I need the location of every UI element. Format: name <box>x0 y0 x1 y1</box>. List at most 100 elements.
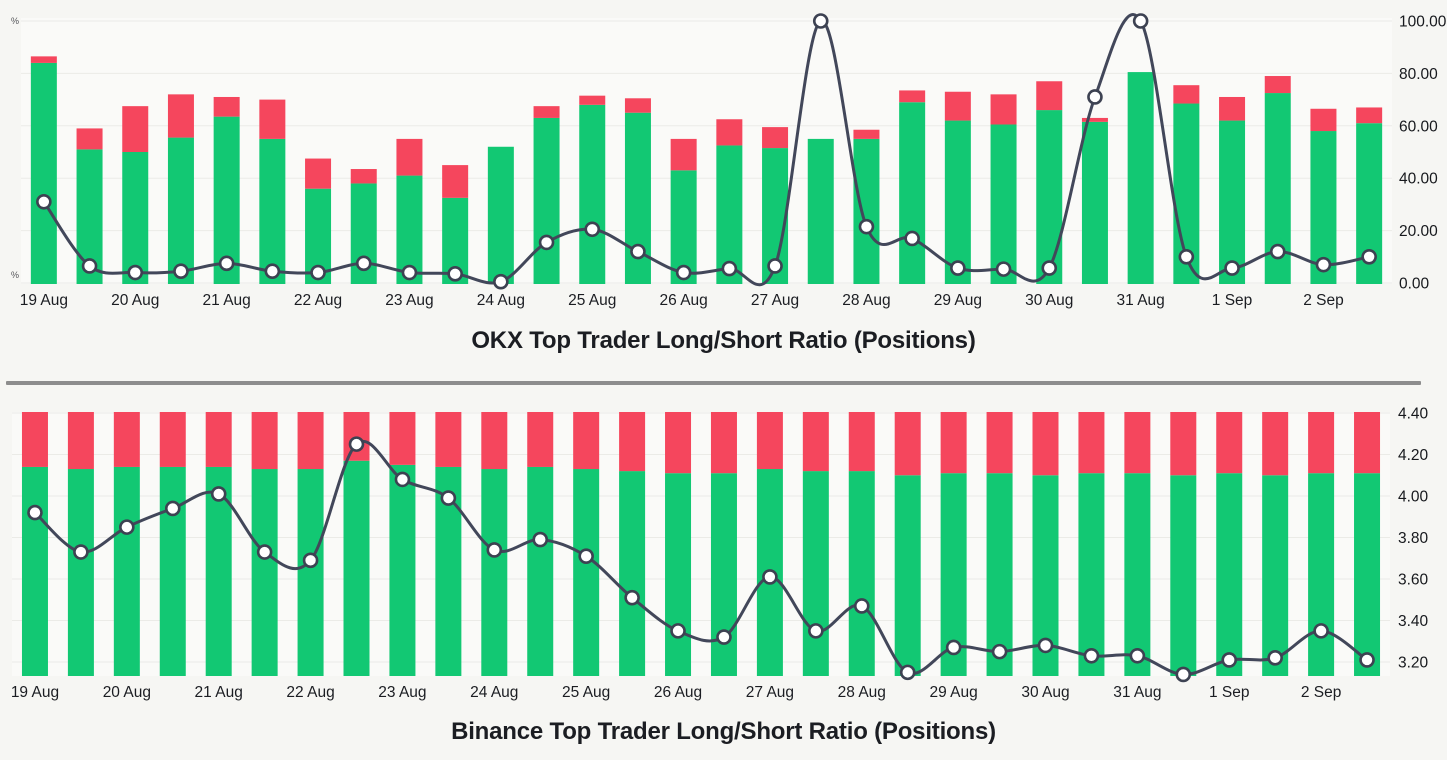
ratio-line-marker <box>1224 260 1240 276</box>
ratio-line-marker <box>1087 89 1103 105</box>
bar-short <box>853 129 880 139</box>
ratio-line-marker <box>1361 248 1377 265</box>
ratio-line-marker <box>164 500 181 517</box>
ratio-line-marker <box>995 261 1012 277</box>
ratio-line-marker <box>578 548 594 564</box>
bar-short <box>305 158 332 189</box>
ratio-line-marker <box>675 264 692 281</box>
ratio-line-marker <box>721 260 738 277</box>
bar-long <box>1308 473 1335 676</box>
x-axis-date-label: 2 Sep <box>1301 684 1342 701</box>
bar-short <box>297 412 324 470</box>
ratio-line-marker <box>899 664 916 681</box>
bar-long <box>113 466 140 676</box>
ratio-line-marker <box>81 258 98 274</box>
x-axis-date-label: 28 Aug <box>842 292 890 309</box>
x-axis-date-label: 27 Aug <box>751 292 799 309</box>
binance-chart-title: Binance Top Trader Long/Short Ratio (Pos… <box>451 718 996 745</box>
ratio-line-marker <box>310 264 326 281</box>
bar-long <box>30 62 57 284</box>
bar-long <box>1216 473 1243 676</box>
ratio-line-marker <box>355 255 372 272</box>
x-axis-date-label: 26 Aug <box>660 292 708 309</box>
x-axis-date-label: 21 Aug <box>203 292 251 309</box>
bar-short <box>1170 412 1197 476</box>
plot-background <box>12 412 1390 676</box>
bar-short <box>21 412 48 467</box>
bar-long <box>487 146 514 284</box>
bar-short <box>259 99 286 139</box>
y-axis-tick-label: 100.00 <box>1399 14 1447 31</box>
ratio-line-marker <box>210 486 227 502</box>
ratio-line-marker <box>401 264 418 281</box>
bar-long <box>343 460 370 676</box>
ratio-line-marker <box>904 230 920 247</box>
x-axis-date-label: 21 Aug <box>195 684 243 701</box>
bar-long <box>1078 473 1105 676</box>
bar-short <box>213 96 240 117</box>
bar-short <box>1032 412 1059 476</box>
bar-long <box>21 466 48 676</box>
bar-short <box>76 128 103 150</box>
bar-short <box>350 169 377 184</box>
y-axis-tick-label: 4.40 <box>1398 406 1429 423</box>
bar-short <box>1264 76 1291 94</box>
ratio-line-marker <box>27 504 43 521</box>
bar-long <box>1219 120 1246 284</box>
bar-short <box>113 412 140 467</box>
bar-long <box>251 469 278 676</box>
bar-long <box>533 117 560 284</box>
bar-short <box>1310 108 1337 132</box>
ratio-line-marker <box>945 639 962 656</box>
bar-short <box>442 165 469 198</box>
y-axis-tick-label: 40.00 <box>1399 171 1438 188</box>
x-axis-date-label: 27 Aug <box>746 684 794 701</box>
x-axis-date-label: 31 Aug <box>1117 292 1165 309</box>
ratio-line-marker <box>173 263 189 280</box>
bar-short <box>894 412 921 476</box>
bar-long <box>1354 473 1381 676</box>
x-axis-date-label: 2 Sep <box>1303 292 1344 309</box>
bar-short <box>1262 412 1289 476</box>
bar-short <box>665 412 692 474</box>
ratio-line-marker <box>1129 647 1146 664</box>
x-axis-date-label: 1 Sep <box>1209 684 1250 701</box>
ratio-line-marker <box>493 273 509 290</box>
ratio-line-marker <box>1132 13 1149 29</box>
bar-long <box>573 469 600 676</box>
bar-long <box>481 469 508 676</box>
bar-long <box>710 473 737 676</box>
ratio-line-marker <box>1313 623 1329 639</box>
ratio-line-marker <box>302 552 319 569</box>
bar-short <box>481 412 508 470</box>
x-axis-date-label: 22 Aug <box>294 292 342 309</box>
bar-short <box>1219 96 1246 121</box>
x-axis-date-label: 22 Aug <box>286 684 334 701</box>
bar-short <box>205 412 232 467</box>
bar-long <box>990 124 1017 285</box>
ratio-line-marker <box>264 263 281 280</box>
ratio-line-marker <box>486 542 503 558</box>
y-axis-tick-label: 3.80 <box>1398 530 1429 547</box>
x-axis-date-label: 19 Aug <box>20 292 68 309</box>
ratio-line-marker <box>1037 637 1054 654</box>
bar-short <box>1078 412 1105 474</box>
bar-short <box>167 94 194 138</box>
bar-long <box>986 473 1013 676</box>
bar-short <box>940 412 967 474</box>
x-axis-date-label: 20 Aug <box>111 292 159 309</box>
bar-short <box>1216 412 1243 474</box>
section-divider <box>6 381 1421 385</box>
y-axis-tick-label: 0.00 <box>1399 276 1430 293</box>
plot-background <box>21 18 1392 284</box>
ratio-line-marker <box>348 436 365 452</box>
ratio-line <box>42 13 1371 287</box>
bar-long <box>259 138 286 284</box>
x-axis-date-label: 20 Aug <box>103 684 151 701</box>
ratio-line-marker <box>532 531 549 548</box>
bar-short <box>389 412 416 465</box>
bar-long <box>807 138 834 284</box>
ratio-line-marker <box>853 598 870 614</box>
bar-short <box>1173 85 1200 104</box>
bar-short <box>435 412 462 467</box>
